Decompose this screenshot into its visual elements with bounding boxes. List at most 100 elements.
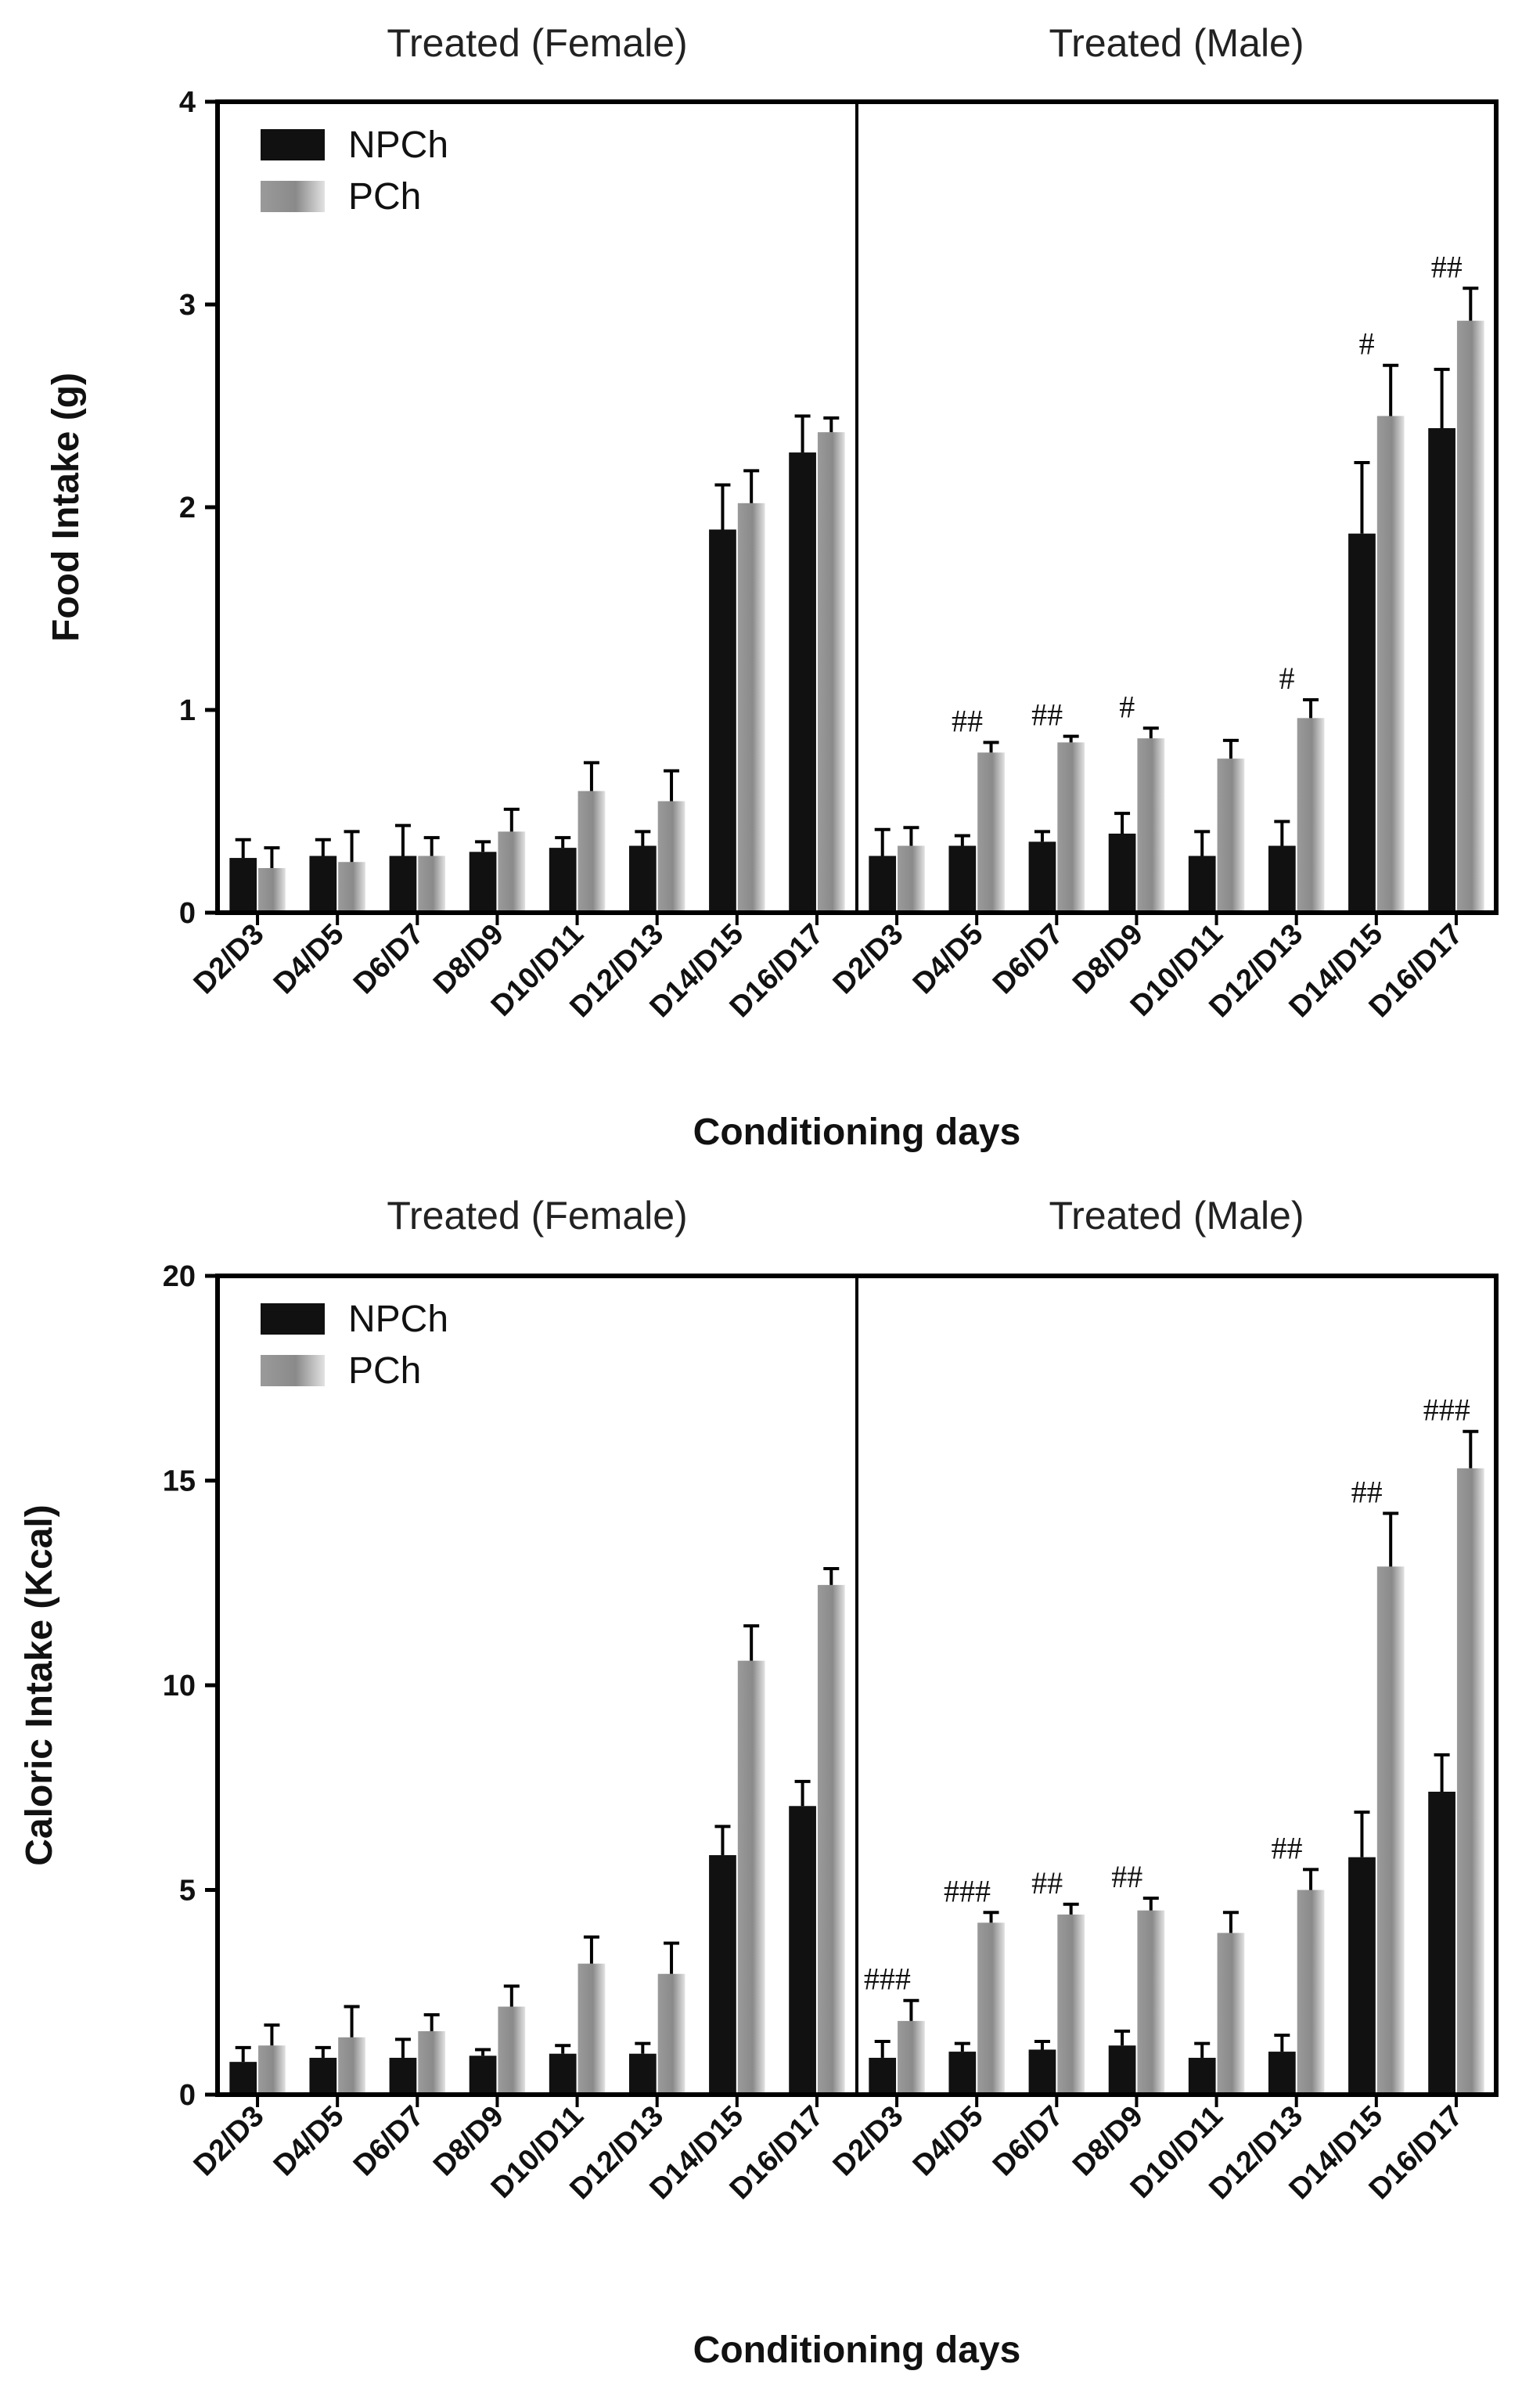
bar-npch (1428, 427, 1455, 913)
bar-pch (338, 862, 365, 913)
bar-npch (948, 845, 977, 913)
bar-pch (1057, 1914, 1085, 2095)
bar-npch (1028, 2049, 1056, 2095)
category-label: D2/D3 (827, 917, 910, 1000)
bar-pch (1297, 1890, 1325, 2095)
bar-pch (498, 2006, 526, 2095)
legend-label: NPCh (348, 124, 448, 166)
legend-swatch-pch (261, 181, 325, 212)
bar-pch (1217, 1933, 1245, 2095)
bar-npch (869, 2057, 897, 2095)
category-label: D6/D7 (347, 917, 430, 1000)
legend-swatch-pch (261, 1355, 325, 1386)
bar-pch (817, 432, 845, 913)
bar-npch (469, 852, 497, 913)
legend-label: PCh (348, 176, 421, 218)
bar-pch (657, 801, 685, 913)
bar-npch (1268, 845, 1296, 913)
significance-annotation: ### (864, 1962, 911, 1997)
bar-pch (1376, 416, 1405, 913)
significance-annotation: # (1359, 326, 1375, 362)
bar-npch (1188, 856, 1216, 913)
bar-npch (869, 856, 897, 913)
significance-annotation: # (1119, 689, 1135, 724)
bar-npch (628, 2053, 657, 2095)
y-tick-label: 1 (179, 694, 196, 727)
bar-pch (977, 1922, 1005, 2095)
bar-npch (1428, 1791, 1455, 2095)
significance-annotation: ## (1272, 1830, 1303, 1865)
bar-npch (709, 1855, 736, 2095)
panel-title: Treated (Female) (387, 1194, 687, 1238)
bar-npch (549, 848, 577, 913)
y-tick-label: 2 (179, 492, 196, 524)
bar-pch (898, 2020, 925, 2095)
bar-npch (389, 856, 417, 913)
bar-pch (1297, 718, 1325, 913)
bar-npch (1348, 533, 1376, 913)
significance-annotation: ### (1423, 1393, 1470, 1428)
x-axis-label: Conditioning days (693, 2329, 1021, 2371)
bar-npch (1108, 2045, 1136, 2095)
panel-title: Treated (Male) (1049, 21, 1304, 65)
bar-pch (1456, 1468, 1484, 2095)
bar-pch (977, 752, 1005, 913)
bar-pch (1137, 738, 1165, 913)
chart-1: Treated (Female)D2/D3D4/D5D6/D7D8/D9D10/… (19, 1194, 1499, 2371)
significance-annotation: ## (952, 703, 983, 738)
bar-pch (817, 1584, 845, 2095)
category-label: D4/D5 (268, 2099, 351, 2182)
y-tick-label: 5 (179, 1875, 196, 1908)
bar-npch (469, 2056, 497, 2095)
legend-label: PCh (348, 1350, 421, 1392)
category-label: D6/D7 (987, 917, 1070, 1000)
bar-npch (1108, 833, 1136, 913)
x-axis-label: Conditioning days (693, 1112, 1021, 1153)
significance-annotation: ## (1031, 1865, 1063, 1901)
bar-pch (737, 503, 765, 913)
bar-npch (309, 856, 337, 913)
y-axis-label: Caloric Intake (Kcal) (19, 1504, 60, 1865)
bar-npch (709, 529, 736, 913)
category-label: D2/D3 (827, 2099, 910, 2182)
bar-pch (657, 1973, 685, 2095)
charts-root: Treated (Female)D2/D3D4/D5D6/D7D8/D9D10/… (19, 21, 1499, 2371)
bar-npch (1268, 2052, 1296, 2095)
bar-pch (258, 868, 286, 913)
bar-npch (229, 858, 257, 913)
bar-pch (258, 2045, 286, 2095)
bar-npch (789, 1806, 816, 2095)
category-label: D2/D3 (188, 2099, 271, 2182)
significance-annotation: ## (1351, 1474, 1383, 1509)
bar-npch (549, 2053, 577, 2095)
bar-pch (1376, 1566, 1405, 2095)
bar-npch (628, 845, 657, 913)
significance-annotation: ### (944, 1873, 991, 1908)
bar-pch (1057, 742, 1085, 913)
bar-pch (1137, 1910, 1165, 2095)
panel-title: Treated (Female) (387, 21, 687, 65)
y-tick-label: 4 (179, 86, 196, 119)
significance-annotation: ## (1031, 697, 1063, 733)
y-tick-label: 0 (179, 897, 196, 930)
bar-pch (578, 1963, 606, 2095)
bar-npch (1028, 841, 1056, 913)
bar-npch (1348, 1857, 1376, 2095)
bar-pch (338, 2037, 365, 2095)
bar-npch (389, 2057, 417, 2095)
bar-pch (898, 845, 925, 913)
y-tick-label: 10 (163, 1670, 196, 1702)
bar-npch (309, 2057, 337, 2095)
category-label: D6/D7 (987, 2099, 1070, 2182)
y-tick-label: 15 (163, 1465, 196, 1498)
bar-npch (229, 2062, 257, 2095)
category-label: D4/D5 (907, 2099, 990, 2182)
bar-pch (578, 791, 606, 913)
category-label: D4/D5 (907, 917, 990, 1000)
bar-pch (1217, 758, 1245, 913)
category-label: D6/D7 (347, 2099, 430, 2182)
chart-0: Treated (Female)D2/D3D4/D5D6/D7D8/D9D10/… (45, 21, 1499, 1153)
significance-annotation: ## (1111, 1859, 1142, 1894)
